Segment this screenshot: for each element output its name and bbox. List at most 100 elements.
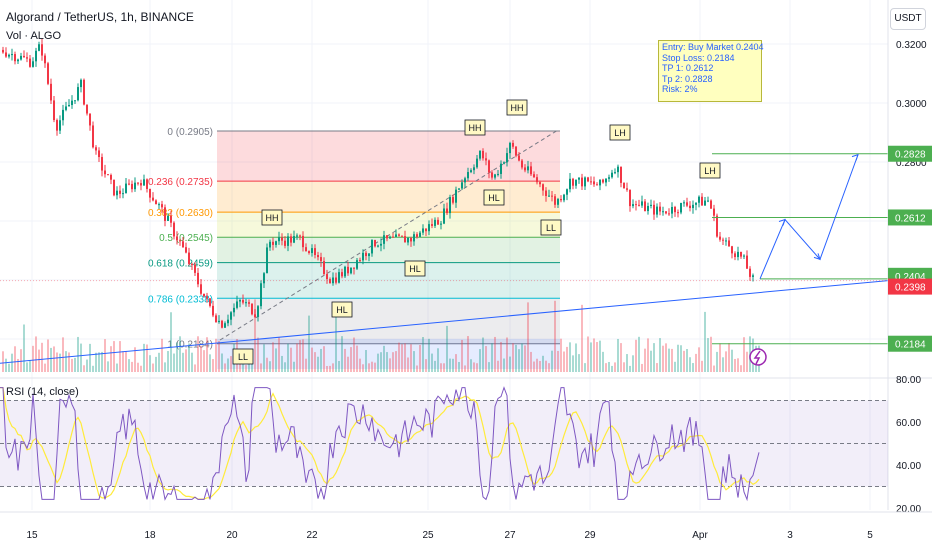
volume-bar (602, 351, 604, 372)
volume-bar (146, 344, 148, 372)
pattern-label[interactable]: HH (261, 209, 283, 226)
candle-body (653, 204, 655, 215)
price-badge[interactable] (888, 209, 932, 226)
volume-bar (524, 345, 526, 372)
volume-bar (122, 351, 124, 372)
symbol-title[interactable]: Algorand / TetherUS, 1h, BINANCE (6, 10, 194, 24)
candle-body (206, 296, 208, 299)
candle-body (290, 236, 292, 243)
rsi-tick-label: 60.00 (896, 418, 921, 429)
fib-level-label: 0.382 (0.2630) (148, 208, 213, 219)
candle-body (272, 241, 274, 245)
pattern-label[interactable]: HL (331, 301, 353, 318)
candle-body (161, 204, 163, 208)
candle-body (314, 248, 316, 256)
time-tick-label: 22 (306, 530, 318, 541)
candle-body (341, 272, 343, 277)
volume-bar (596, 342, 598, 372)
candle-body (38, 44, 40, 51)
fib-level-label: 0.786 (0.2338) (148, 294, 213, 305)
volume-bar (632, 355, 634, 372)
pattern-label[interactable]: LH (609, 124, 631, 141)
rsi-tick-label: 20.00 (896, 504, 921, 515)
candle-body (641, 201, 643, 206)
price-badge[interactable] (888, 278, 932, 295)
volume-bar (194, 364, 196, 372)
pattern-label[interactable]: HL (483, 189, 505, 206)
volume-bar (128, 359, 130, 372)
volume-bar (59, 353, 61, 372)
support-trendline[interactable] (0, 280, 889, 364)
candle-body (101, 157, 103, 171)
pattern-label-text: HL (488, 193, 500, 203)
candle-body (83, 79, 85, 105)
rsi-tick-label: 40.00 (896, 461, 921, 472)
volume-bar (644, 348, 646, 372)
volume-bar (26, 362, 28, 372)
candle-body (191, 263, 193, 265)
candle-body (503, 162, 505, 164)
price-badge[interactable] (888, 145, 932, 162)
pattern-label[interactable]: HL (404, 260, 426, 277)
pattern-label[interactable]: LL (232, 348, 254, 365)
volume-bar (200, 345, 202, 372)
volume-bar (593, 338, 595, 372)
currency-button[interactable]: USDT (890, 8, 926, 30)
volume-bar (272, 342, 274, 372)
trade-info-box[interactable]: Entry: Buy Market 0.2404 Stop Loss: 0.21… (658, 40, 764, 102)
volume-bar (206, 337, 208, 372)
volume-bar (626, 354, 628, 372)
volume-bar (299, 340, 301, 372)
rsi-indicator-label[interactable]: RSI (14, close) (6, 386, 79, 398)
candle-body (746, 255, 748, 269)
fib-level-label: 0 (0.2905) (167, 127, 213, 138)
candle-body (524, 167, 526, 171)
volume-bar (443, 363, 445, 372)
pattern-label[interactable]: LL (540, 219, 562, 236)
pattern-label[interactable]: HH (464, 119, 486, 136)
volume-bar (536, 358, 538, 372)
volume-bar (572, 355, 574, 372)
pattern-label-text: HH (266, 213, 279, 223)
volume-bar (65, 351, 67, 372)
volume-bar (740, 365, 742, 372)
lightning-icon[interactable] (749, 348, 767, 366)
volume-bar (665, 343, 667, 372)
pattern-label-text: LH (614, 128, 626, 138)
pattern-label[interactable]: LH (699, 162, 721, 179)
candle-body (485, 158, 487, 161)
price-badge[interactable] (888, 335, 932, 352)
pattern-label[interactable]: HH (506, 99, 528, 116)
projection-path[interactable] (759, 154, 859, 280)
volume-bar (404, 343, 406, 372)
volume-bar (506, 337, 508, 372)
volume-bar (554, 300, 556, 372)
candle-body (173, 222, 175, 237)
fib-zone (217, 131, 560, 182)
candle-body (323, 261, 325, 275)
volume-bar (671, 348, 673, 372)
candle-body (440, 223, 442, 225)
candle-body (407, 237, 409, 243)
price-axis[interactable] (888, 0, 932, 510)
candle-body (380, 243, 382, 246)
volume-indicator-label[interactable]: Vol · ALGO (6, 30, 62, 42)
volume-bar (698, 347, 700, 372)
candle-body (614, 172, 616, 174)
volume-bar (125, 351, 127, 372)
candle-body (368, 253, 370, 257)
pattern-label-text: HH (469, 123, 482, 133)
pattern-label-text: HH (511, 103, 524, 113)
volume-bar (335, 305, 337, 372)
candle-body (170, 215, 172, 223)
candle-body (347, 266, 349, 274)
volume-bar (245, 365, 247, 372)
tp2-text: Tp 2: 0.2828 (662, 73, 713, 84)
volume-bar (74, 357, 76, 372)
risk-text: Risk: 2% (662, 84, 698, 94)
volume-bar (350, 347, 352, 372)
pattern-label-text: LL (546, 223, 556, 233)
candle-body (698, 196, 700, 203)
volume-bar (692, 363, 694, 372)
